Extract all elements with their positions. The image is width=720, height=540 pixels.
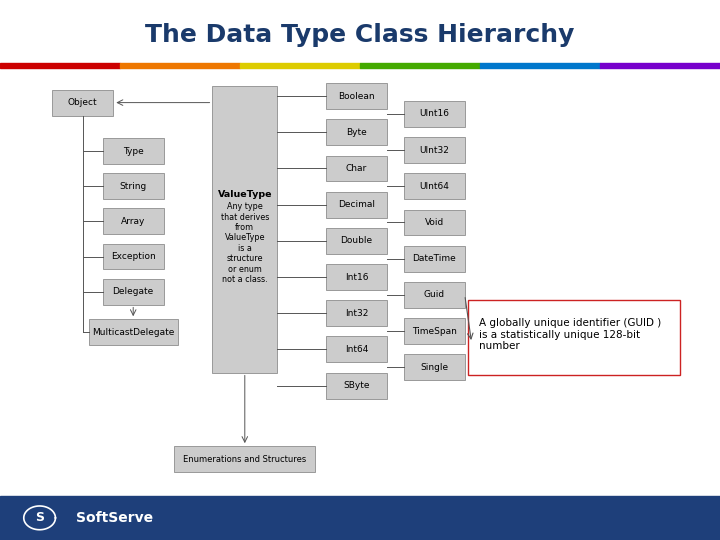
Text: Single: Single <box>420 363 449 372</box>
FancyBboxPatch shape <box>102 279 163 305</box>
Text: String: String <box>120 182 147 191</box>
FancyBboxPatch shape <box>403 354 465 380</box>
FancyBboxPatch shape <box>403 282 465 308</box>
FancyBboxPatch shape <box>102 208 163 234</box>
Text: Array: Array <box>121 217 145 226</box>
Text: ValueType: ValueType <box>217 190 272 199</box>
FancyBboxPatch shape <box>403 137 465 163</box>
FancyBboxPatch shape <box>102 138 163 164</box>
Text: MulticastDelegate: MulticastDelegate <box>92 328 174 336</box>
FancyBboxPatch shape <box>212 86 277 373</box>
Text: Char: Char <box>346 164 367 173</box>
FancyBboxPatch shape <box>403 101 465 127</box>
FancyBboxPatch shape <box>325 264 387 290</box>
FancyBboxPatch shape <box>468 300 680 375</box>
FancyBboxPatch shape <box>403 246 465 272</box>
Text: The Data Type Class Hierarchy: The Data Type Class Hierarchy <box>145 23 575 47</box>
Bar <box>600 63 720 68</box>
Text: Exception: Exception <box>111 252 156 261</box>
FancyBboxPatch shape <box>325 156 387 181</box>
Text: UInt64: UInt64 <box>419 182 449 191</box>
Text: Any type
that derives
from
ValueType
is a
structure
or enum
not a class.: Any type that derives from ValueType is … <box>220 202 269 284</box>
FancyBboxPatch shape <box>325 192 387 218</box>
Text: S: S <box>35 511 44 524</box>
Text: UInt16: UInt16 <box>419 110 449 118</box>
Text: Int32: Int32 <box>345 309 368 318</box>
Text: Delegate: Delegate <box>112 287 154 296</box>
Text: DateTime: DateTime <box>413 254 456 263</box>
FancyBboxPatch shape <box>325 336 387 362</box>
Text: Double: Double <box>341 237 372 245</box>
FancyBboxPatch shape <box>403 173 465 199</box>
Text: Type: Type <box>123 147 143 156</box>
FancyBboxPatch shape <box>102 173 163 199</box>
FancyBboxPatch shape <box>53 90 114 116</box>
Text: Int64: Int64 <box>345 345 368 354</box>
FancyBboxPatch shape <box>325 83 387 109</box>
Bar <box>480 63 600 68</box>
Bar <box>360 63 480 68</box>
Text: A globally unique identifier (GUID )
is a statistically unique 128-bit
number: A globally unique identifier (GUID ) is … <box>479 318 661 352</box>
FancyBboxPatch shape <box>102 244 163 269</box>
Bar <box>0 63 120 68</box>
Bar <box>120 63 240 68</box>
Text: Byte: Byte <box>346 128 366 137</box>
Bar <box>240 63 360 68</box>
FancyBboxPatch shape <box>403 210 465 235</box>
Text: Decimal: Decimal <box>338 200 375 209</box>
Text: Boolean: Boolean <box>338 92 374 100</box>
Text: UInt32: UInt32 <box>419 146 449 154</box>
FancyBboxPatch shape <box>325 119 387 145</box>
FancyBboxPatch shape <box>174 446 315 472</box>
Text: SByte: SByte <box>343 381 369 390</box>
Text: Object: Object <box>68 98 98 107</box>
FancyBboxPatch shape <box>325 300 387 326</box>
Text: SoftServe: SoftServe <box>76 511 153 525</box>
FancyBboxPatch shape <box>89 319 178 345</box>
Text: Void: Void <box>425 218 444 227</box>
Bar <box>0 496 720 540</box>
Text: Int16: Int16 <box>345 273 368 281</box>
FancyBboxPatch shape <box>325 228 387 254</box>
FancyBboxPatch shape <box>325 373 387 399</box>
Text: TimeSpan: TimeSpan <box>412 327 456 335</box>
FancyBboxPatch shape <box>403 318 465 344</box>
Text: Guid: Guid <box>423 291 445 299</box>
Text: Enumerations and Structures: Enumerations and Structures <box>183 455 307 463</box>
